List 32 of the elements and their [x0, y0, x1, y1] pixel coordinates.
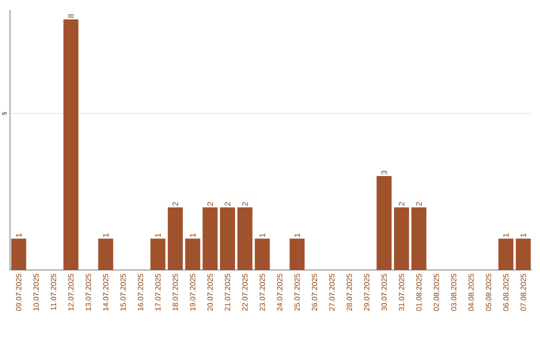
- data-label: 2: [224, 202, 230, 206]
- bar: [150, 238, 166, 270]
- bar: [63, 19, 78, 270]
- data-label: 1: [16, 233, 22, 237]
- bar: [290, 238, 305, 270]
- data-label: 1: [503, 233, 509, 237]
- data-label: 1: [520, 233, 526, 237]
- data-label: 1: [260, 233, 266, 237]
- data-label: 2: [242, 202, 248, 206]
- data-label: 2: [398, 202, 404, 206]
- bar: [376, 176, 392, 270]
- bar: [98, 238, 114, 270]
- bar: [411, 207, 426, 270]
- bar: [498, 238, 514, 270]
- bar: [11, 238, 26, 270]
- bar: [394, 207, 410, 270]
- bar: [516, 238, 531, 270]
- bar: [254, 238, 270, 270]
- data-label: 3: [381, 170, 387, 175]
- bar: [185, 238, 200, 270]
- bar: [237, 207, 252, 270]
- data-label: 8: [68, 14, 74, 18]
- data-label: 1: [294, 233, 300, 237]
- data-label: 1: [190, 233, 196, 237]
- data-label: 2: [172, 202, 178, 206]
- bar: [168, 207, 183, 270]
- bar: [202, 207, 218, 270]
- data-label: 1: [102, 233, 108, 237]
- data-label: 1: [155, 233, 161, 237]
- bar: [220, 207, 236, 270]
- data-label: 2: [416, 202, 422, 206]
- data-label: 2: [207, 202, 213, 206]
